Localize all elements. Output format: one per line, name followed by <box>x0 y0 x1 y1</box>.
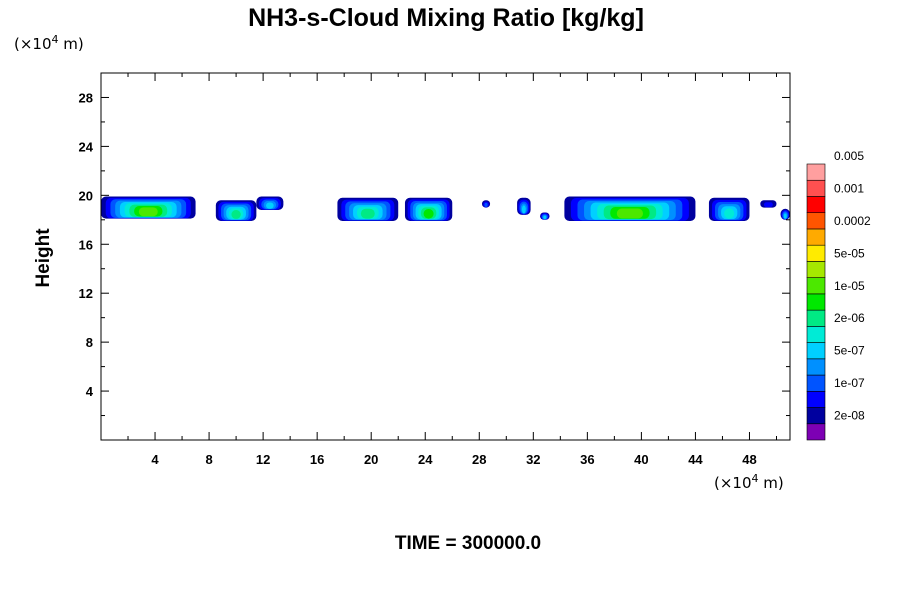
y-tick-label: 24 <box>79 139 94 154</box>
minor-ticks <box>101 73 790 440</box>
y-unit-exponent: 4 <box>52 33 59 46</box>
x-unit-exponent: 4 <box>752 472 759 485</box>
x-tick-label: 8 <box>205 452 212 467</box>
cloud-patch <box>517 197 531 215</box>
cloud-patch <box>780 208 790 220</box>
cloud-patch <box>708 197 750 222</box>
x-tick-label: 20 <box>364 452 378 467</box>
colorbar-swatch <box>806 342 826 360</box>
y-tick-label: 4 <box>86 384 94 399</box>
x-tick-label: 40 <box>634 452 648 467</box>
y-unit-prefix: (×10 <box>14 35 52 53</box>
cloud-contour-level <box>616 208 644 219</box>
colorbar-swatch <box>806 261 826 278</box>
y-axis-ticks: 4 8 12 16 20 24 28 <box>79 90 790 399</box>
y-tick-label: 16 <box>79 237 93 252</box>
x-tick-label: 24 <box>418 452 433 467</box>
x-unit-label: (×104 m) <box>714 472 784 492</box>
colorbar-swatch <box>806 244 826 262</box>
colorbar-swatch <box>806 374 826 392</box>
colorbar-swatch <box>806 423 826 441</box>
plot-frame <box>100 72 791 441</box>
cloud-patch <box>337 197 399 222</box>
y-unit-suffix: m) <box>59 35 84 53</box>
colorbar-swatch <box>806 179 826 197</box>
colorbar-tick-label: 1e-05 <box>834 279 865 293</box>
time-label: TIME = 300000.0 <box>395 533 541 554</box>
x-unit-prefix: (×10 <box>714 474 752 492</box>
y-tick-label: 20 <box>79 188 93 203</box>
colorbar-tick-label: 2e-06 <box>834 311 865 325</box>
colorbar-swatch <box>806 163 826 181</box>
colorbar-swatch <box>806 212 826 230</box>
colorbar-swatch <box>806 309 826 327</box>
x-axis-ticks: 4 8 12 16 20 24 28 32 36 40 44 48 <box>151 73 757 467</box>
colorbar-tick-label: 0.001 <box>834 181 864 195</box>
cloud-patch <box>215 200 257 222</box>
cloud-contour-level <box>266 202 274 209</box>
x-tick-label: 36 <box>580 452 594 467</box>
colorbar-tick-label: 0.005 <box>834 149 864 163</box>
cloud-patch <box>481 200 491 208</box>
colorbar-tick-label: 5e-05 <box>834 246 865 260</box>
colorbar-tick-label: 0.0002 <box>834 214 871 228</box>
x-tick-label: 48 <box>742 452 756 467</box>
cloud-contour-level <box>360 208 375 219</box>
colorbar-swatch <box>806 277 826 295</box>
colorbar-swatch <box>806 293 826 311</box>
cloud-patch <box>760 200 777 208</box>
colorbar-swatch <box>806 228 826 246</box>
x-tick-label: 44 <box>688 452 703 467</box>
cloud-patch <box>101 196 196 219</box>
cloud-contour-level <box>484 202 488 207</box>
cloud-contour-level <box>231 210 241 219</box>
cloud-contour-level <box>138 207 158 217</box>
y-tick-label: 12 <box>79 286 93 301</box>
colorbar-swatch <box>806 326 826 343</box>
colorbar-tick-label: 5e-07 <box>834 344 865 358</box>
cloud-contour-level <box>724 208 735 219</box>
colorbar-swatch <box>806 358 826 376</box>
cloud-patch <box>540 212 550 220</box>
x-tick-label: 32 <box>526 452 540 467</box>
cloud-patch <box>564 196 696 222</box>
cloud-contour-level <box>423 208 434 219</box>
colorbar-tick-label: 2e-08 <box>834 409 865 423</box>
y-axis-label: Height <box>33 228 54 288</box>
x-tick-label: 4 <box>151 452 159 467</box>
colorbar-tick-label: 1e-07 <box>834 376 865 390</box>
cloud-patch <box>404 197 453 222</box>
y-unit-label: (×104 m) <box>14 33 84 53</box>
chart-title: NH3-s-Cloud Mixing Ratio [kg/kg] <box>248 4 644 32</box>
cloud-patch <box>256 196 284 211</box>
cloud-contour-level <box>521 205 526 214</box>
colorbar-swatch <box>806 390 826 408</box>
y-tick-label: 8 <box>86 335 93 350</box>
colorbar: 2e-08 1e-07 5e-07 2e-06 1e-05 5e-05 0.0002 0.00… <box>806 149 871 441</box>
x-tick-label: 12 <box>256 452 270 467</box>
colorbar-swatch <box>806 407 826 425</box>
x-tick-label: 28 <box>472 452 486 467</box>
y-tick-label: 28 <box>79 90 93 105</box>
cloud-layer <box>101 196 790 222</box>
cloud-contour-level <box>783 213 787 219</box>
x-tick-label: 16 <box>310 452 324 467</box>
colorbar-swatch <box>806 196 826 214</box>
cloud-contour-level <box>763 202 773 208</box>
cloud-contour-level <box>543 215 547 220</box>
x-unit-suffix: m) <box>759 474 784 492</box>
